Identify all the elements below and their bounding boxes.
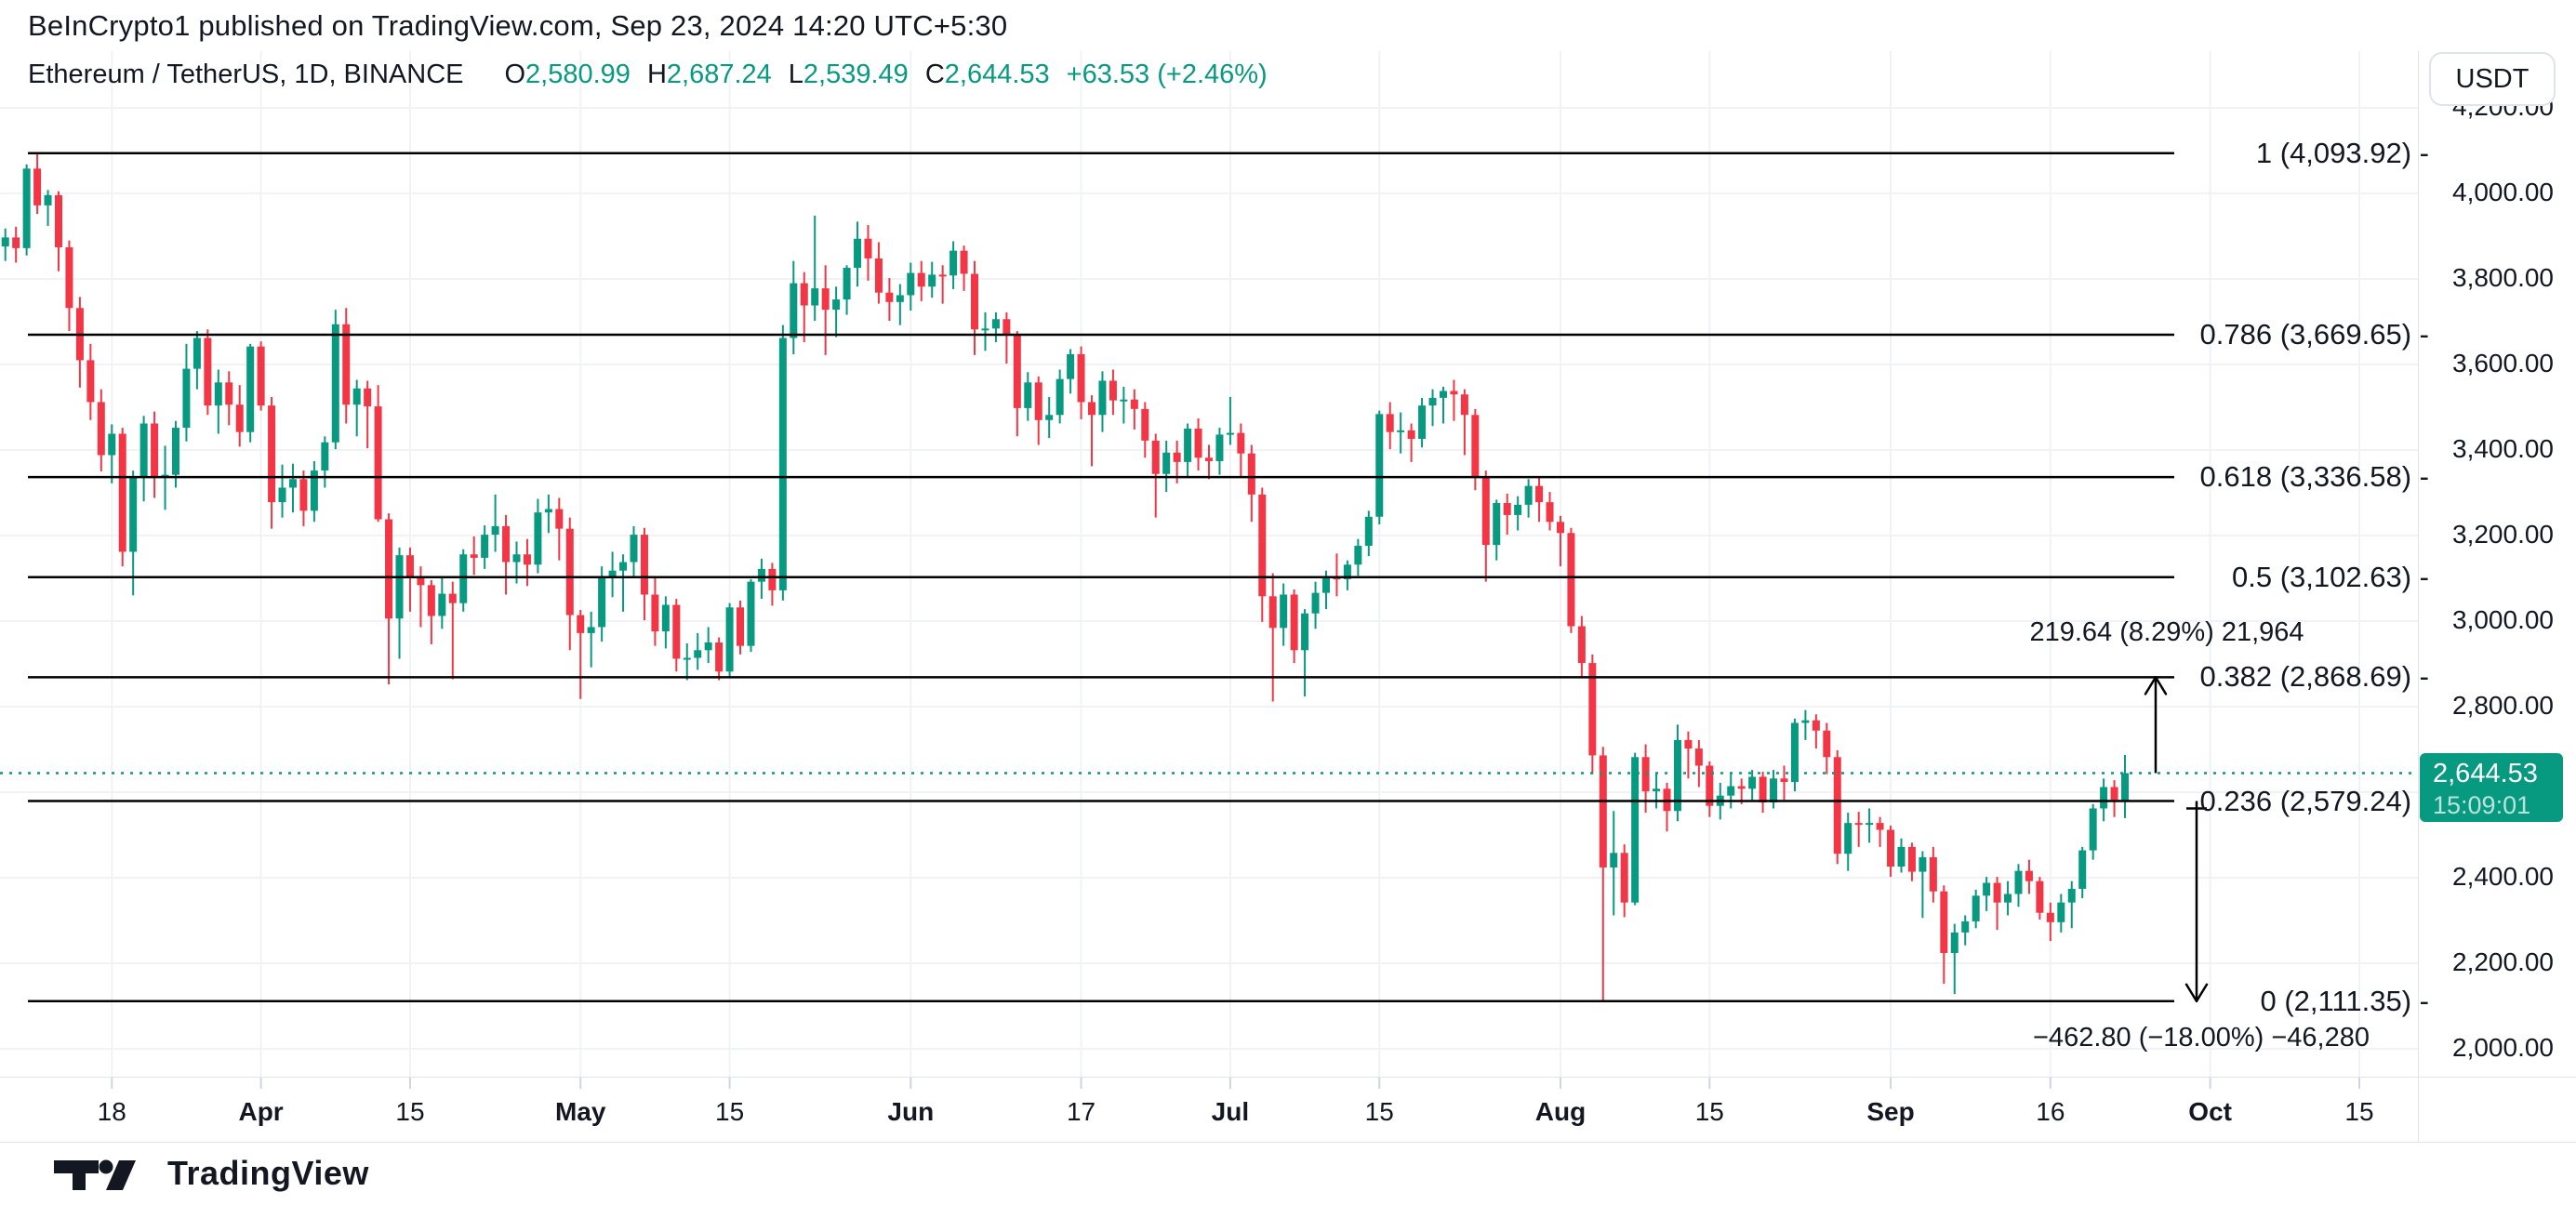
- close-label: C: [924, 60, 945, 89]
- time-tick-15-160: 15: [1694, 1097, 1724, 1126]
- high-label: H: [646, 60, 667, 89]
- price-tick-3600: 3,600.00: [2452, 349, 2554, 377]
- publish-attribution: BeInCrypto1 published on TradingView.com…: [28, 9, 1008, 42]
- measure-down-label: −462.80 (−18.00%) −46,280: [2033, 1023, 2370, 1053]
- price-tick-2200: 2,200.00: [2452, 947, 2554, 976]
- symbol-title: Ethereum / TetherUS, 1D, BINANCE: [28, 60, 464, 89]
- open-value: 2,580.99: [525, 60, 631, 89]
- price-tick-2000: 2,000.00: [2452, 1033, 2554, 1062]
- price-tick-3000: 3,000.00: [2452, 605, 2554, 634]
- time-tick-15-68: 15: [715, 1097, 745, 1126]
- tradingview-logo[interactable]: TradingView: [52, 1153, 369, 1194]
- price-tick-4000: 4,000.00: [2452, 178, 2554, 206]
- time-tick-jun-85: Jun: [887, 1097, 935, 1126]
- footer-border: [0, 1142, 2576, 1143]
- tradingview-logo-icon: [54, 1159, 136, 1190]
- time-tick-jul-115: Jul: [1211, 1097, 1250, 1126]
- open-label: O: [504, 60, 526, 89]
- time-tick-16-192: 16: [2036, 1097, 2065, 1126]
- price-axis[interactable]: 4,200.00 4,000.00 3,800.00 3,600.00 3,400.00…: [2418, 51, 2576, 1077]
- measure-up-label: 219.64 (8.29%) 21,964: [2029, 617, 2304, 647]
- time-axis[interactable]: 18 Apr 15 May 15 Jun 17 Jul 15 Aug 15 Sep 16 Oct 15: [0, 1077, 2418, 1142]
- time-tick-17-101: 17: [1066, 1097, 1096, 1126]
- time-tick-oct-207: Oct: [2188, 1097, 2232, 1126]
- last-price-badge[interactable]: 2,644.53 15:09:01: [2420, 753, 2563, 822]
- high-value: 2,687.24: [666, 60, 772, 89]
- close-value: 2,644.53: [944, 60, 1050, 89]
- time-axis-border: [0, 1077, 2576, 1078]
- symbol-legend[interactable]: Ethereum / TetherUS, 1D, BINANCE O2,580.9…: [28, 60, 1268, 90]
- price-tick-2800: 2,800.00: [2452, 691, 2554, 720]
- time-tick-apr-24: Apr: [238, 1097, 284, 1126]
- low-value: 2,539.49: [803, 60, 909, 89]
- price-tick-2400: 2,400.00: [2452, 862, 2554, 891]
- time-tick-may-54: May: [554, 1097, 606, 1126]
- price-tick-3200: 3,200.00: [2452, 520, 2554, 549]
- change-value: +63.53 (+2.46%): [1066, 60, 1268, 89]
- price-tick-3400: 3,400.00: [2452, 434, 2554, 463]
- bar-countdown: 15:09:01: [2433, 791, 2531, 819]
- tradingview-wordmark: TradingView: [167, 1154, 369, 1192]
- time-tick-15-38: 15: [395, 1097, 425, 1126]
- price-tick-3800: 3,800.00: [2452, 263, 2554, 292]
- time-tick-15-221: 15: [2344, 1097, 2374, 1126]
- last-price-value: 2,644.53: [2433, 759, 2538, 788]
- time-tick-sep-177: Sep: [1866, 1097, 1915, 1126]
- low-label: L: [788, 60, 803, 89]
- currency-toggle-button[interactable]: USDT: [2429, 52, 2556, 106]
- time-tick-15-129: 15: [1364, 1097, 1394, 1126]
- price-axis-border: [2418, 51, 2419, 1142]
- time-tick-18-10: 18: [97, 1097, 126, 1126]
- time-tick-aug-146: Aug: [1534, 1097, 1587, 1126]
